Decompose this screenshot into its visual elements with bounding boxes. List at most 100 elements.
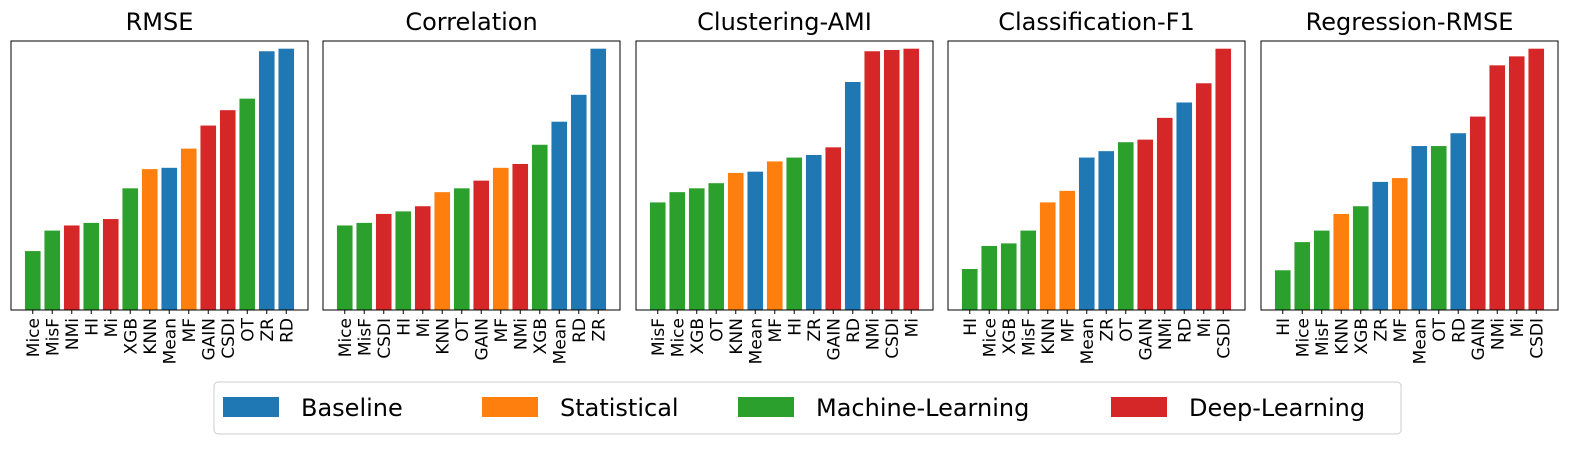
x-tick-label: Mean [550, 318, 570, 364]
x-tick-label: Mean [1078, 318, 1098, 364]
legend-swatch-statistical [482, 397, 538, 417]
bar-nmi [864, 51, 881, 310]
x-tick-label: CSDI [375, 318, 395, 359]
x-tick-label: CSDI [219, 318, 239, 359]
bar-mi [414, 206, 431, 310]
x-tick-label: MF [492, 318, 512, 342]
x-tick-label: OT [453, 317, 473, 341]
bar-mi [1195, 83, 1212, 311]
x-tick-label: CSDI [1527, 318, 1547, 359]
x-tick-label: KNN [433, 318, 453, 355]
x-tick-label: HI [82, 318, 102, 336]
x-tick-label: NMi [1488, 318, 1508, 350]
bar-knn [1333, 213, 1350, 310]
x-tick-label: NMi [63, 318, 83, 350]
x-tick-label: XGB [1000, 318, 1020, 354]
axes-frame [947, 40, 1246, 311]
bar-mf [766, 161, 783, 310]
legend-swatch-deep-learning [1111, 397, 1167, 417]
x-tick-label: Mean [746, 318, 766, 364]
bar-mean [161, 167, 178, 310]
panel-title: Regression-RMSE [1306, 8, 1514, 36]
axes-frame [1260, 40, 1559, 311]
bar-misf [44, 230, 61, 310]
x-tick-label: OT [707, 317, 727, 341]
bar-zr [805, 155, 822, 310]
x-tick-label: Mi [1195, 318, 1215, 337]
bar-hi [961, 269, 978, 310]
x-tick-label: MisF [1313, 318, 1333, 356]
x-tick-label: XGB [688, 318, 708, 354]
x-tick-label: GAIN [1469, 318, 1489, 361]
chart-panel-rmse: RMSE Mice MisF NMi HI Mi XGB KNN Mean MF GAIN CSDI O… [10, 8, 309, 364]
bar-rd [1450, 133, 1467, 310]
bar-gain [825, 147, 842, 310]
bar-ot [1117, 142, 1134, 310]
bar-mean [1078, 157, 1095, 310]
bar-knn [1039, 202, 1056, 310]
x-tick-label: MF [180, 318, 200, 342]
x-tick-label: RD [1175, 318, 1195, 343]
bar-knn [434, 192, 451, 310]
x-tick-label: MisF [355, 318, 375, 356]
x-tick-label: KNN [141, 318, 161, 355]
x-tick-label: HI [785, 318, 805, 336]
x-tick-label: HI [394, 318, 414, 336]
bar-xgb [688, 188, 705, 310]
x-tick-label: Mice [668, 318, 688, 357]
bar-zr [258, 51, 275, 310]
bar-hi [83, 222, 100, 310]
axes-frame [635, 40, 934, 311]
bar-misf [356, 222, 373, 310]
chart-panel-clustering-ami: Clustering-AMI MisF Mice XGB OT KNN Mean MF HI ZR… [635, 8, 934, 364]
bar-mf [492, 167, 509, 310]
bar-zr [1098, 151, 1115, 310]
x-tick-label: GAIN [1136, 318, 1156, 361]
bar-mf [1391, 178, 1408, 310]
bar-ot [708, 183, 725, 310]
x-tick-label: KNN [1039, 318, 1059, 355]
bar-hi [786, 157, 803, 310]
x-tick-label: RD [844, 318, 864, 343]
bar-rd [278, 48, 295, 310]
x-tick-label: KNN [727, 318, 747, 355]
x-tick-label: Mi [102, 318, 122, 337]
x-tick-label: MisF [1019, 318, 1039, 356]
x-tick-label: NMi [863, 318, 883, 350]
legend-swatch-baseline [223, 397, 279, 417]
x-tick-label: NMi [511, 318, 531, 350]
legend-label-machine-learning: Machine-Learning [816, 394, 1029, 422]
x-tick-label: MisF [43, 318, 63, 356]
bar-mice [981, 245, 998, 310]
x-tick-label: ZR [1371, 318, 1391, 342]
bar-rd [1176, 102, 1193, 311]
x-tick-label: CSDI [883, 318, 903, 359]
x-tick-label: MF [1058, 318, 1078, 342]
legend-items: Baseline Statistical Machine-Learning Deep-… [223, 394, 1365, 422]
legend-label-baseline: Baseline [301, 394, 403, 422]
x-tick-label: XGB [531, 318, 551, 354]
bar-nmi [1489, 65, 1506, 310]
legend-label-deep-learning: Deep-Learning [1189, 394, 1365, 422]
x-tick-label: ZR [589, 318, 609, 342]
bar-csdi [1528, 48, 1545, 310]
bar-ot [1430, 146, 1447, 310]
x-tick-label: MF [766, 318, 786, 342]
bar-knn [727, 172, 744, 310]
x-tick-label: XGB [1352, 318, 1372, 354]
bar-ot [239, 98, 256, 310]
x-tick-label: HI [961, 318, 981, 336]
bar-mice [336, 225, 353, 310]
bar-zr [590, 48, 607, 310]
bar-mice [24, 251, 41, 310]
bar-mf [180, 148, 197, 310]
bar-knn [141, 169, 158, 310]
bar-mice [1294, 242, 1311, 310]
x-tick-label: GAIN [824, 318, 844, 361]
legend-swatch-machine-learning [738, 397, 794, 417]
bar-csdi [1215, 48, 1232, 310]
x-tick-label: OT [1117, 317, 1137, 341]
bar-zr [1372, 181, 1389, 310]
x-tick-label: NMi [1156, 318, 1176, 350]
